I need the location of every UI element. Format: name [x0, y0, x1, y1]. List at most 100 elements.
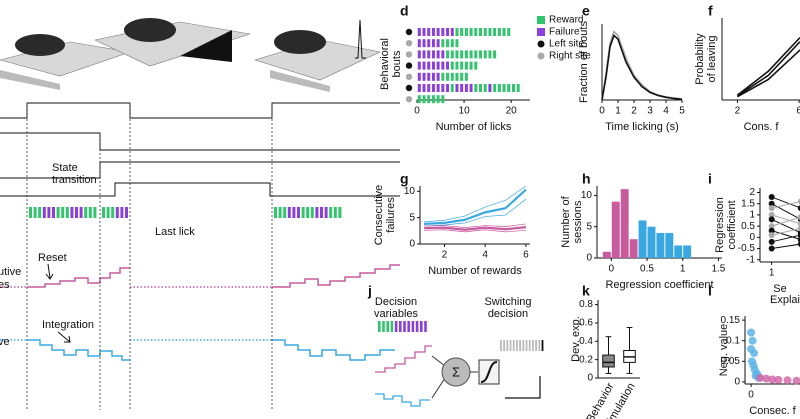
lick [479, 50, 483, 59]
lick [306, 207, 310, 218]
row-label: utive [0, 266, 21, 278]
sum-symbol: Σ [452, 364, 460, 379]
panel-letter: i [708, 171, 712, 187]
lick [386, 321, 389, 332]
x-tick-label: 2 [442, 250, 448, 261]
lick [102, 207, 105, 218]
x-tick-label: 0 [609, 264, 615, 275]
lick [417, 28, 421, 36]
point [797, 214, 800, 221]
output-label: decision [488, 308, 528, 320]
lick [469, 28, 473, 36]
lick [455, 39, 459, 48]
lick [479, 84, 483, 92]
point [768, 375, 777, 384]
lick [422, 84, 426, 92]
lick [65, 207, 69, 218]
x-tick-label: 2 [735, 106, 741, 117]
lick [38, 207, 42, 218]
y-axis-label: Regression [714, 197, 726, 253]
lick [324, 207, 328, 218]
lick [310, 207, 314, 218]
point [797, 198, 800, 205]
lick [427, 95, 431, 104]
x-tick-label: 10 [459, 106, 471, 117]
lick [427, 61, 431, 70]
lick [450, 61, 454, 70]
lick [93, 207, 97, 218]
bar [638, 220, 647, 258]
site-dot [405, 28, 413, 36]
lick [493, 28, 497, 36]
lick [464, 61, 468, 70]
point [768, 245, 775, 252]
line [771, 234, 800, 243]
box [602, 354, 615, 368]
bar [620, 189, 629, 258]
y-tick-label: 0.4 [579, 336, 593, 347]
lick [450, 39, 454, 48]
lick [502, 28, 506, 36]
panel-letter: l [708, 283, 712, 299]
lick [479, 28, 483, 36]
line [736, 37, 800, 96]
site-dot [405, 96, 413, 103]
line [771, 196, 800, 209]
y-tick-label: 10 [404, 186, 416, 197]
lick [474, 61, 478, 70]
line [601, 30, 683, 101]
y-tick-label: 0 [587, 373, 593, 384]
bar [629, 239, 638, 258]
x-tick-label: 1.5 [711, 264, 725, 275]
lick [417, 39, 421, 48]
lick [424, 321, 427, 332]
lick [455, 72, 459, 81]
x-axis-label: Regression coefficient [605, 279, 713, 291]
point [797, 220, 800, 227]
point [797, 241, 800, 247]
y-tick-label: 1 [749, 210, 755, 221]
lick [506, 340, 509, 351]
line [424, 198, 527, 227]
x-tick-label: 0 [414, 106, 420, 117]
lick [538, 340, 541, 351]
y-tick-label: 0 [409, 239, 415, 250]
lick [488, 84, 492, 92]
point [748, 336, 757, 345]
lick [464, 28, 468, 36]
y-tick-label: -0.5 [738, 243, 756, 254]
site-dot [405, 62, 413, 69]
line [771, 214, 800, 225]
lick [507, 84, 511, 92]
lick [431, 50, 435, 59]
y-tick-label: 0 [734, 377, 740, 388]
line [771, 218, 800, 234]
lick [469, 61, 473, 70]
integration-label: Integration [42, 319, 94, 331]
point [768, 238, 775, 245]
line [736, 41, 800, 97]
lick [541, 340, 544, 351]
lick [422, 28, 426, 36]
line [424, 229, 526, 233]
lick [431, 84, 435, 92]
lick [436, 50, 440, 59]
lick [61, 207, 65, 218]
lick [125, 207, 128, 218]
lick [450, 72, 454, 81]
x-tick-label: 1 [615, 106, 621, 117]
line [424, 223, 526, 229]
y-tick-label: 0.15 [721, 315, 741, 326]
y-tick-label: 5 [409, 212, 415, 223]
point [792, 376, 800, 385]
point [768, 223, 775, 230]
lick [427, 39, 431, 48]
lick [422, 61, 426, 70]
lick [431, 61, 435, 70]
lick [417, 61, 421, 70]
lick [292, 207, 296, 218]
bar [611, 201, 620, 258]
reset-label: Reset [38, 252, 67, 264]
y-tick-label: 0 [586, 253, 592, 264]
lick [497, 84, 501, 92]
